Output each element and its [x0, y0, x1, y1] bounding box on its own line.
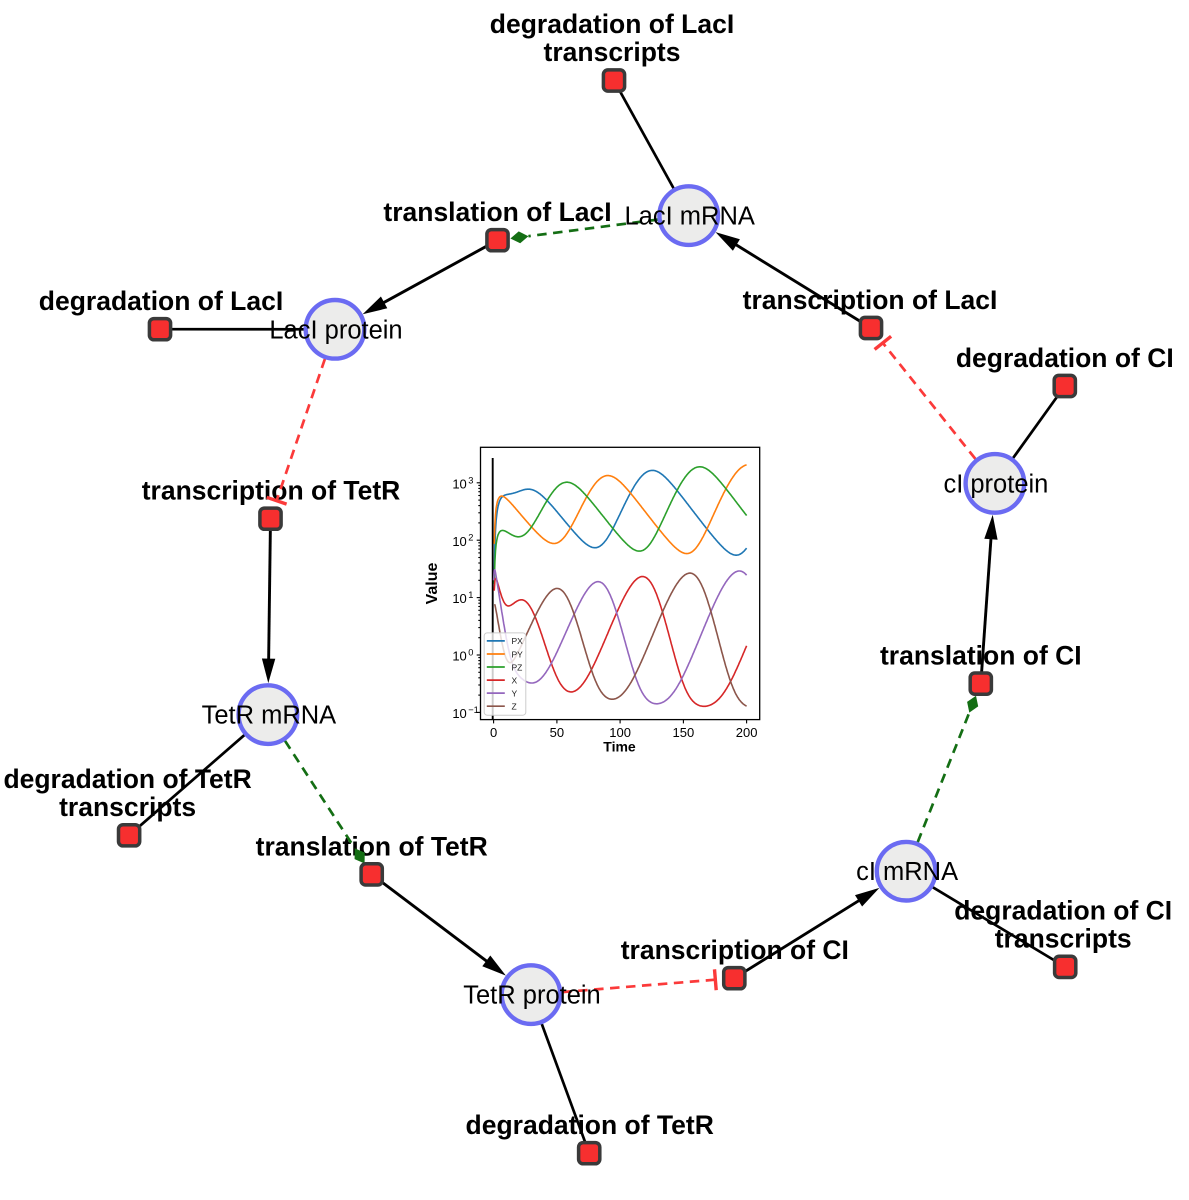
svg-text:50: 50	[550, 725, 564, 740]
svg-text:transcripts: transcripts	[544, 37, 681, 67]
svg-text:Z: Z	[512, 702, 517, 712]
svg-text:degradation of TetR: degradation of TetR	[466, 1110, 714, 1140]
svg-text:degradation of CI: degradation of CI	[954, 895, 1172, 925]
svg-text:PZ: PZ	[512, 662, 523, 672]
svg-text:3: 3	[468, 475, 473, 485]
svg-text:translation of LacI: translation of LacI	[383, 197, 611, 227]
svg-text:cI protein: cI protein	[943, 470, 1048, 498]
svg-text:transcription of LacI: transcription of LacI	[743, 285, 998, 315]
svg-text:translation of TetR: translation of TetR	[256, 831, 488, 861]
svg-text:10: 10	[452, 476, 466, 491]
svg-text:−1: −1	[468, 705, 479, 715]
svg-text:200: 200	[736, 725, 758, 740]
svg-text:TetR mRNA: TetR mRNA	[202, 702, 337, 730]
svg-text:Y: Y	[512, 688, 518, 698]
svg-text:LacI protein: LacI protein	[269, 316, 402, 344]
svg-text:10: 10	[452, 534, 466, 549]
svg-text:0: 0	[468, 648, 473, 658]
svg-text:1: 1	[468, 590, 473, 600]
svg-text:2: 2	[468, 533, 473, 543]
svg-text:transcription of TetR: transcription of TetR	[142, 476, 401, 506]
svg-text:PX: PX	[512, 636, 524, 646]
svg-text:degradation of TetR: degradation of TetR	[3, 764, 251, 794]
svg-text:10: 10	[452, 591, 466, 606]
svg-text:degradation of CI: degradation of CI	[956, 343, 1174, 373]
svg-text:degradation of LacI: degradation of LacI	[490, 9, 734, 39]
svg-text:100: 100	[609, 725, 631, 740]
svg-text:X: X	[512, 675, 518, 685]
svg-text:10: 10	[452, 706, 466, 721]
svg-text:cI mRNA: cI mRNA	[856, 858, 958, 886]
svg-text:0: 0	[490, 725, 497, 740]
svg-text:Value: Value	[424, 563, 441, 605]
svg-text:TetR protein: TetR protein	[463, 982, 601, 1010]
svg-text:10: 10	[452, 649, 466, 664]
svg-text:Time: Time	[603, 739, 636, 755]
svg-text:transcription of CI: transcription of CI	[621, 935, 849, 965]
svg-text:150: 150	[673, 725, 695, 740]
svg-text:PY: PY	[512, 649, 524, 659]
svg-text:degradation of LacI: degradation of LacI	[39, 286, 283, 316]
svg-text:LacI mRNA: LacI mRNA	[625, 203, 755, 231]
